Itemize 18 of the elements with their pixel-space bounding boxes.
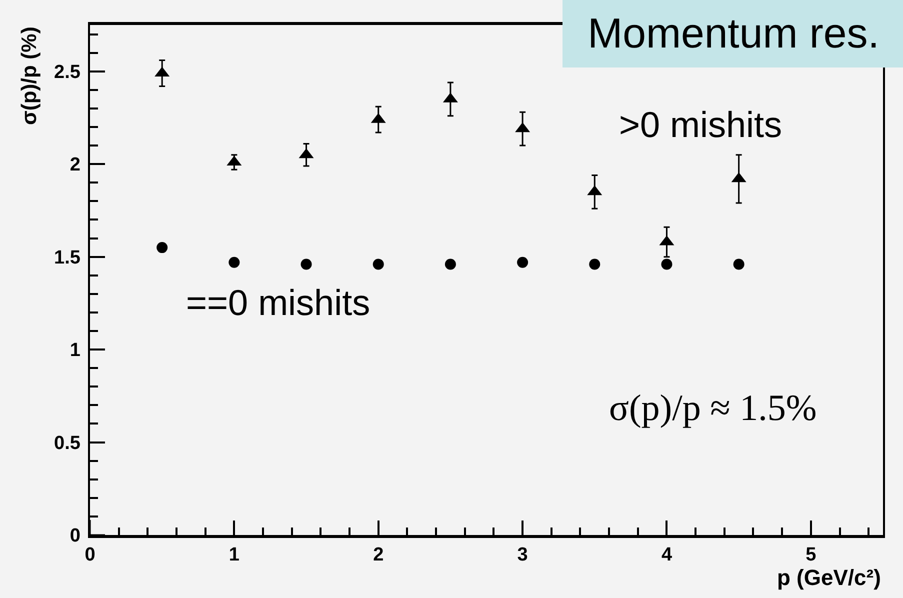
y-tick-label: 2.5 [54,62,81,84]
y-axis-title: σ(p)/p (%) [18,26,41,125]
x-tick-label: 4 [661,544,672,566]
x-axis-title: p (GeV/c²) [777,565,881,590]
y-tick-label: 0 [70,526,80,547]
x-tick-label: 5 [806,544,817,566]
chart-title: Momentum res. [588,10,880,56]
x-tick-label: 0 [84,544,96,566]
annotation: σ(p)/p ≈ 1.5% [609,388,817,429]
x-tick-label: 3 [517,544,528,566]
series-label: ==0 mishits [186,282,370,323]
x-tick-label: 2 [373,544,384,566]
y-tick-label: 0.5 [54,432,81,454]
y-tick-label: 1.5 [54,247,81,268]
x-tick-label: 1 [228,544,240,566]
series-label: >0 mishits [619,104,782,145]
y-tick-label: 1 [70,340,81,362]
y-tick-label: 2 [70,154,80,176]
